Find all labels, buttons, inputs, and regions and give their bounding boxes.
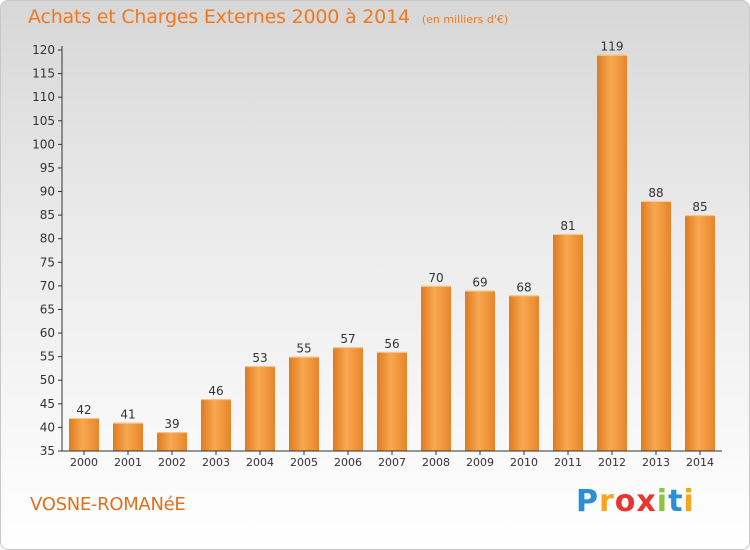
bar xyxy=(597,54,627,451)
x-tick-label: 2005 xyxy=(290,456,318,469)
chart-title: Achats et Charges Externes 2000 à 2014 (e… xyxy=(28,6,508,28)
bar xyxy=(289,356,319,451)
y-tick-label: 60 xyxy=(40,326,55,340)
y-tick-label: 50 xyxy=(40,373,55,387)
y-tick-label: 100 xyxy=(32,137,55,151)
y-tick-label: 70 xyxy=(40,279,55,293)
data-label: 56 xyxy=(384,337,399,351)
data-label: 81 xyxy=(560,219,575,233)
y-tick-label: 85 xyxy=(40,208,55,222)
logo-letter: t xyxy=(668,484,684,519)
bar xyxy=(201,399,231,451)
data-label: 42 xyxy=(76,403,91,417)
y-tick-label: 35 xyxy=(40,444,55,458)
data-label: 119 xyxy=(601,40,624,54)
data-label: 53 xyxy=(252,351,267,365)
y-tick-label: 65 xyxy=(40,302,55,316)
data-label: 68 xyxy=(516,280,531,294)
x-tick-label: 2012 xyxy=(598,456,626,469)
x-tick-label: 2008 xyxy=(422,456,450,469)
x-tick-label: 2014 xyxy=(686,456,714,469)
data-label: 55 xyxy=(296,342,311,356)
x-tick-label: 2011 xyxy=(554,456,582,469)
bar xyxy=(553,233,583,451)
y-tick-label: 95 xyxy=(40,161,55,175)
data-label: 88 xyxy=(648,186,663,200)
commune-name: VOSNE-ROMANéE xyxy=(30,494,186,515)
data-label: 57 xyxy=(340,332,355,346)
bar xyxy=(157,432,187,451)
bar xyxy=(245,366,275,451)
chart-title-text: Achats et Charges Externes 2000 à 2014 xyxy=(28,6,410,28)
bar xyxy=(465,290,495,451)
proxiti-logo: Proxiti xyxy=(576,484,695,519)
y-tick-label: 40 xyxy=(40,420,55,434)
bar xyxy=(333,347,363,451)
logo-letter: x xyxy=(636,484,657,519)
data-label: 41 xyxy=(120,408,135,422)
y-tick-label: 120 xyxy=(32,43,55,57)
y-tick-label: 75 xyxy=(40,255,55,269)
data-label: 85 xyxy=(692,200,707,214)
x-tick-label: 2001 xyxy=(114,456,142,469)
y-tick-label: 80 xyxy=(40,232,55,246)
data-label: 70 xyxy=(428,271,443,285)
data-label: 39 xyxy=(164,417,179,431)
bar xyxy=(377,351,407,451)
data-label: 69 xyxy=(472,276,487,290)
x-tick-label: 2006 xyxy=(334,456,362,469)
x-tick-label: 2007 xyxy=(378,456,406,469)
logo-letter: i xyxy=(683,484,695,519)
x-tick-label: 2009 xyxy=(466,456,494,469)
x-tick-label: 2003 xyxy=(202,456,230,469)
logo-letter: r xyxy=(599,484,615,519)
logo-letter: o xyxy=(614,484,637,519)
bar xyxy=(509,295,539,451)
bar xyxy=(421,285,451,451)
logo-letter: P xyxy=(576,484,599,519)
y-tick-label: 105 xyxy=(32,114,55,128)
bar xyxy=(685,215,715,451)
bar xyxy=(69,417,99,451)
chart-unit: (en milliers d'€) xyxy=(421,13,509,26)
bar xyxy=(641,200,671,451)
x-tick-label: 2000 xyxy=(70,456,98,469)
y-tick-label: 45 xyxy=(40,397,55,411)
x-tick-label: 2013 xyxy=(642,456,670,469)
bar xyxy=(113,422,143,451)
y-tick-label: 110 xyxy=(32,90,55,104)
y-tick-label: 55 xyxy=(40,350,55,364)
x-tick-label: 2010 xyxy=(510,456,538,469)
x-tick-label: 2002 xyxy=(158,456,186,469)
logo-letter: i xyxy=(656,484,669,519)
data-label: 46 xyxy=(208,384,223,398)
y-tick-label: 90 xyxy=(40,185,55,199)
y-tick-label: 115 xyxy=(32,67,55,81)
x-tick-label: 2004 xyxy=(246,456,274,469)
